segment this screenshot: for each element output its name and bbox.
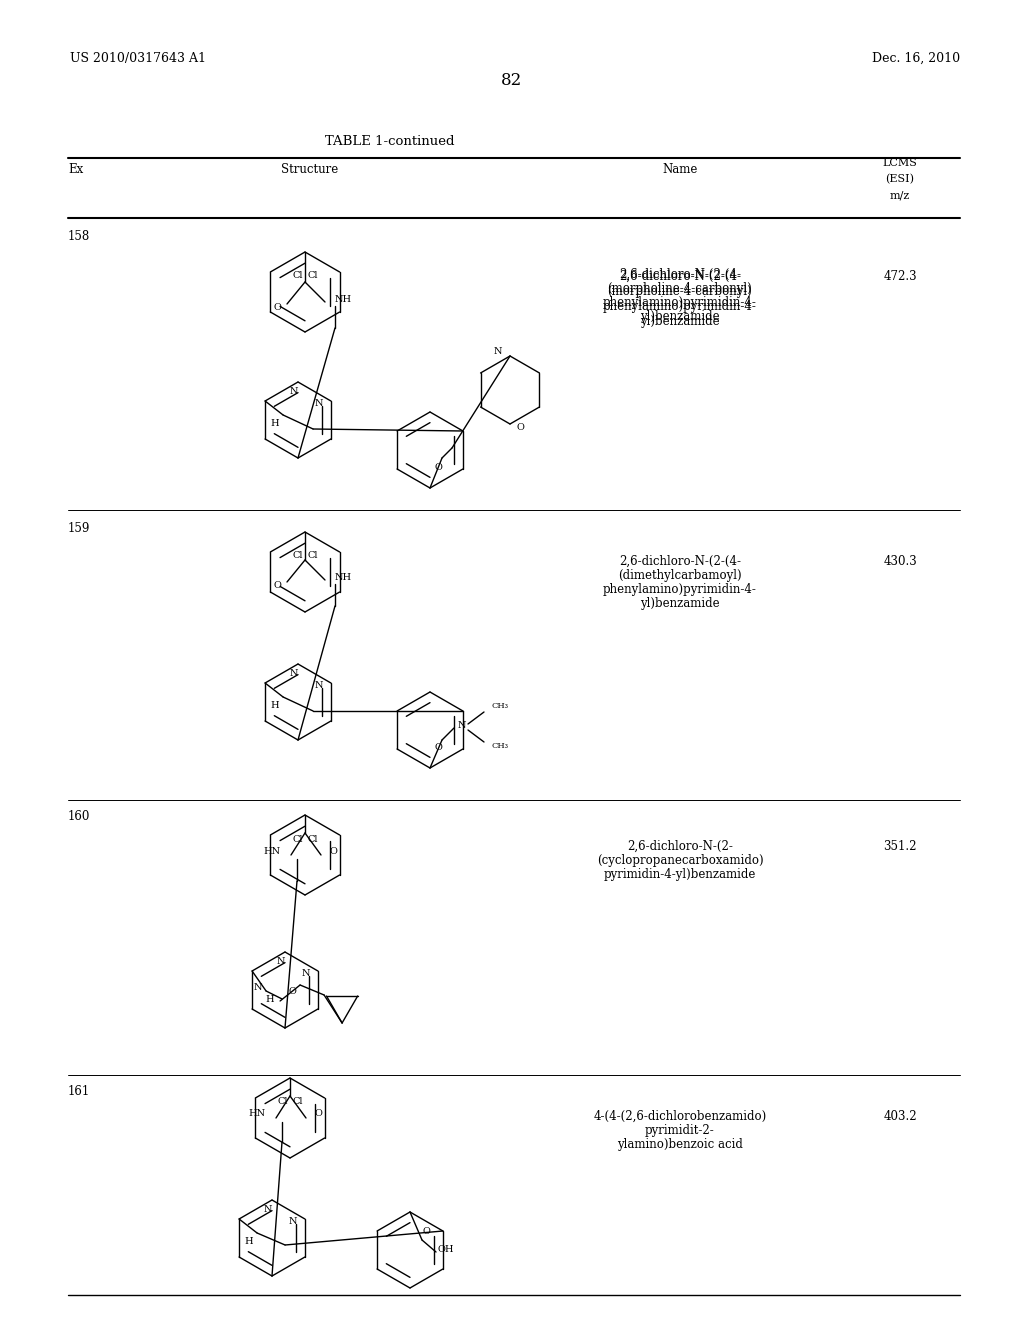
- Text: (cyclopropanecarboxamido): (cyclopropanecarboxamido): [597, 854, 763, 867]
- Text: Structure: Structure: [282, 162, 339, 176]
- Text: Name: Name: [663, 162, 697, 176]
- Text: N: N: [254, 982, 262, 991]
- Text: NH: NH: [335, 296, 351, 305]
- Text: Cl: Cl: [293, 834, 303, 843]
- Text: 351.2: 351.2: [884, 840, 916, 853]
- Text: 472.3: 472.3: [883, 271, 916, 282]
- Text: 430.3: 430.3: [883, 554, 916, 568]
- Text: H: H: [270, 418, 280, 428]
- Text: CH₃: CH₃: [492, 742, 509, 750]
- Text: HN: HN: [249, 1110, 266, 1118]
- Text: O: O: [422, 1228, 430, 1237]
- Text: H: H: [270, 701, 280, 710]
- Text: 161: 161: [68, 1085, 90, 1098]
- Text: yl)benzamide: yl)benzamide: [640, 310, 720, 323]
- Text: N: N: [290, 669, 298, 678]
- Text: H: H: [245, 1237, 253, 1246]
- Text: 2,6-dichloro-N-(2-: 2,6-dichloro-N-(2-: [627, 840, 733, 853]
- Text: NH: NH: [335, 573, 351, 582]
- Text: 160: 160: [68, 810, 90, 822]
- Text: O: O: [288, 986, 296, 995]
- Text: phenylamino)pyrimidin-4-: phenylamino)pyrimidin-4-: [603, 296, 757, 309]
- Text: O: O: [434, 463, 442, 473]
- Text: 2,6-dichloro-N-(2-(4-
(morpholine-4-carbonyl)
phenylamino)pyrimidin-4-
yl)benzam: 2,6-dichloro-N-(2-(4- (morpholine-4-carb…: [603, 271, 757, 327]
- Text: N: N: [494, 347, 502, 356]
- Text: TABLE 1-continued: TABLE 1-continued: [326, 135, 455, 148]
- Text: (morpholine-4-carbonyl): (morpholine-4-carbonyl): [607, 282, 753, 294]
- Text: N: N: [314, 399, 324, 408]
- Text: phenylamino)pyrimidin-4-: phenylamino)pyrimidin-4-: [603, 583, 757, 597]
- Text: N: N: [314, 681, 324, 689]
- Text: Cl: Cl: [293, 272, 303, 281]
- Text: Cl: Cl: [307, 552, 317, 561]
- Text: OH: OH: [437, 1246, 455, 1254]
- Text: 158: 158: [68, 230, 90, 243]
- Text: N: N: [276, 957, 286, 966]
- Text: Cl: Cl: [293, 552, 303, 561]
- Text: H: H: [266, 994, 274, 1003]
- Text: N: N: [290, 388, 298, 396]
- Text: ylamino)benzoic acid: ylamino)benzoic acid: [617, 1138, 743, 1151]
- Text: O: O: [516, 424, 524, 433]
- Text: yl)benzamide: yl)benzamide: [640, 597, 720, 610]
- Text: 403.2: 403.2: [883, 1110, 916, 1123]
- Text: (dimethylcarbamoyl): (dimethylcarbamoyl): [618, 569, 741, 582]
- Text: N: N: [458, 722, 466, 730]
- Text: 159: 159: [68, 521, 90, 535]
- Text: 2,6-dichloro-N-(2-(4-: 2,6-dichloro-N-(2-(4-: [618, 268, 741, 281]
- Text: (ESI): (ESI): [886, 174, 914, 185]
- Text: CH₃: CH₃: [492, 702, 509, 710]
- Text: 4-(4-(2,6-dichlorobenzamido): 4-(4-(2,6-dichlorobenzamido): [593, 1110, 767, 1123]
- Text: pyrimidin-4-yl)benzamide: pyrimidin-4-yl)benzamide: [604, 869, 756, 880]
- Text: HN: HN: [264, 846, 281, 855]
- Text: O: O: [329, 846, 337, 855]
- Text: 2,6-dichloro-N-(2-(4-: 2,6-dichloro-N-(2-(4-: [618, 554, 741, 568]
- Text: LCMS: LCMS: [883, 158, 918, 168]
- Text: Cl: Cl: [278, 1097, 288, 1106]
- Text: O: O: [314, 1110, 322, 1118]
- Text: N: N: [264, 1205, 272, 1214]
- Text: N: N: [302, 969, 310, 978]
- Text: Ex: Ex: [68, 162, 83, 176]
- Text: Cl: Cl: [307, 272, 317, 281]
- Text: m/z: m/z: [890, 190, 910, 201]
- Text: 82: 82: [502, 73, 522, 88]
- Text: US 2010/0317643 A1: US 2010/0317643 A1: [70, 51, 206, 65]
- Text: O: O: [434, 743, 442, 752]
- Text: O: O: [273, 582, 281, 590]
- Text: O: O: [273, 304, 281, 313]
- Text: pyrimidit-2-: pyrimidit-2-: [645, 1125, 715, 1137]
- Text: N: N: [289, 1217, 297, 1225]
- Text: Dec. 16, 2010: Dec. 16, 2010: [871, 51, 961, 65]
- Text: Cl: Cl: [307, 834, 317, 843]
- Text: Cl: Cl: [292, 1097, 303, 1106]
